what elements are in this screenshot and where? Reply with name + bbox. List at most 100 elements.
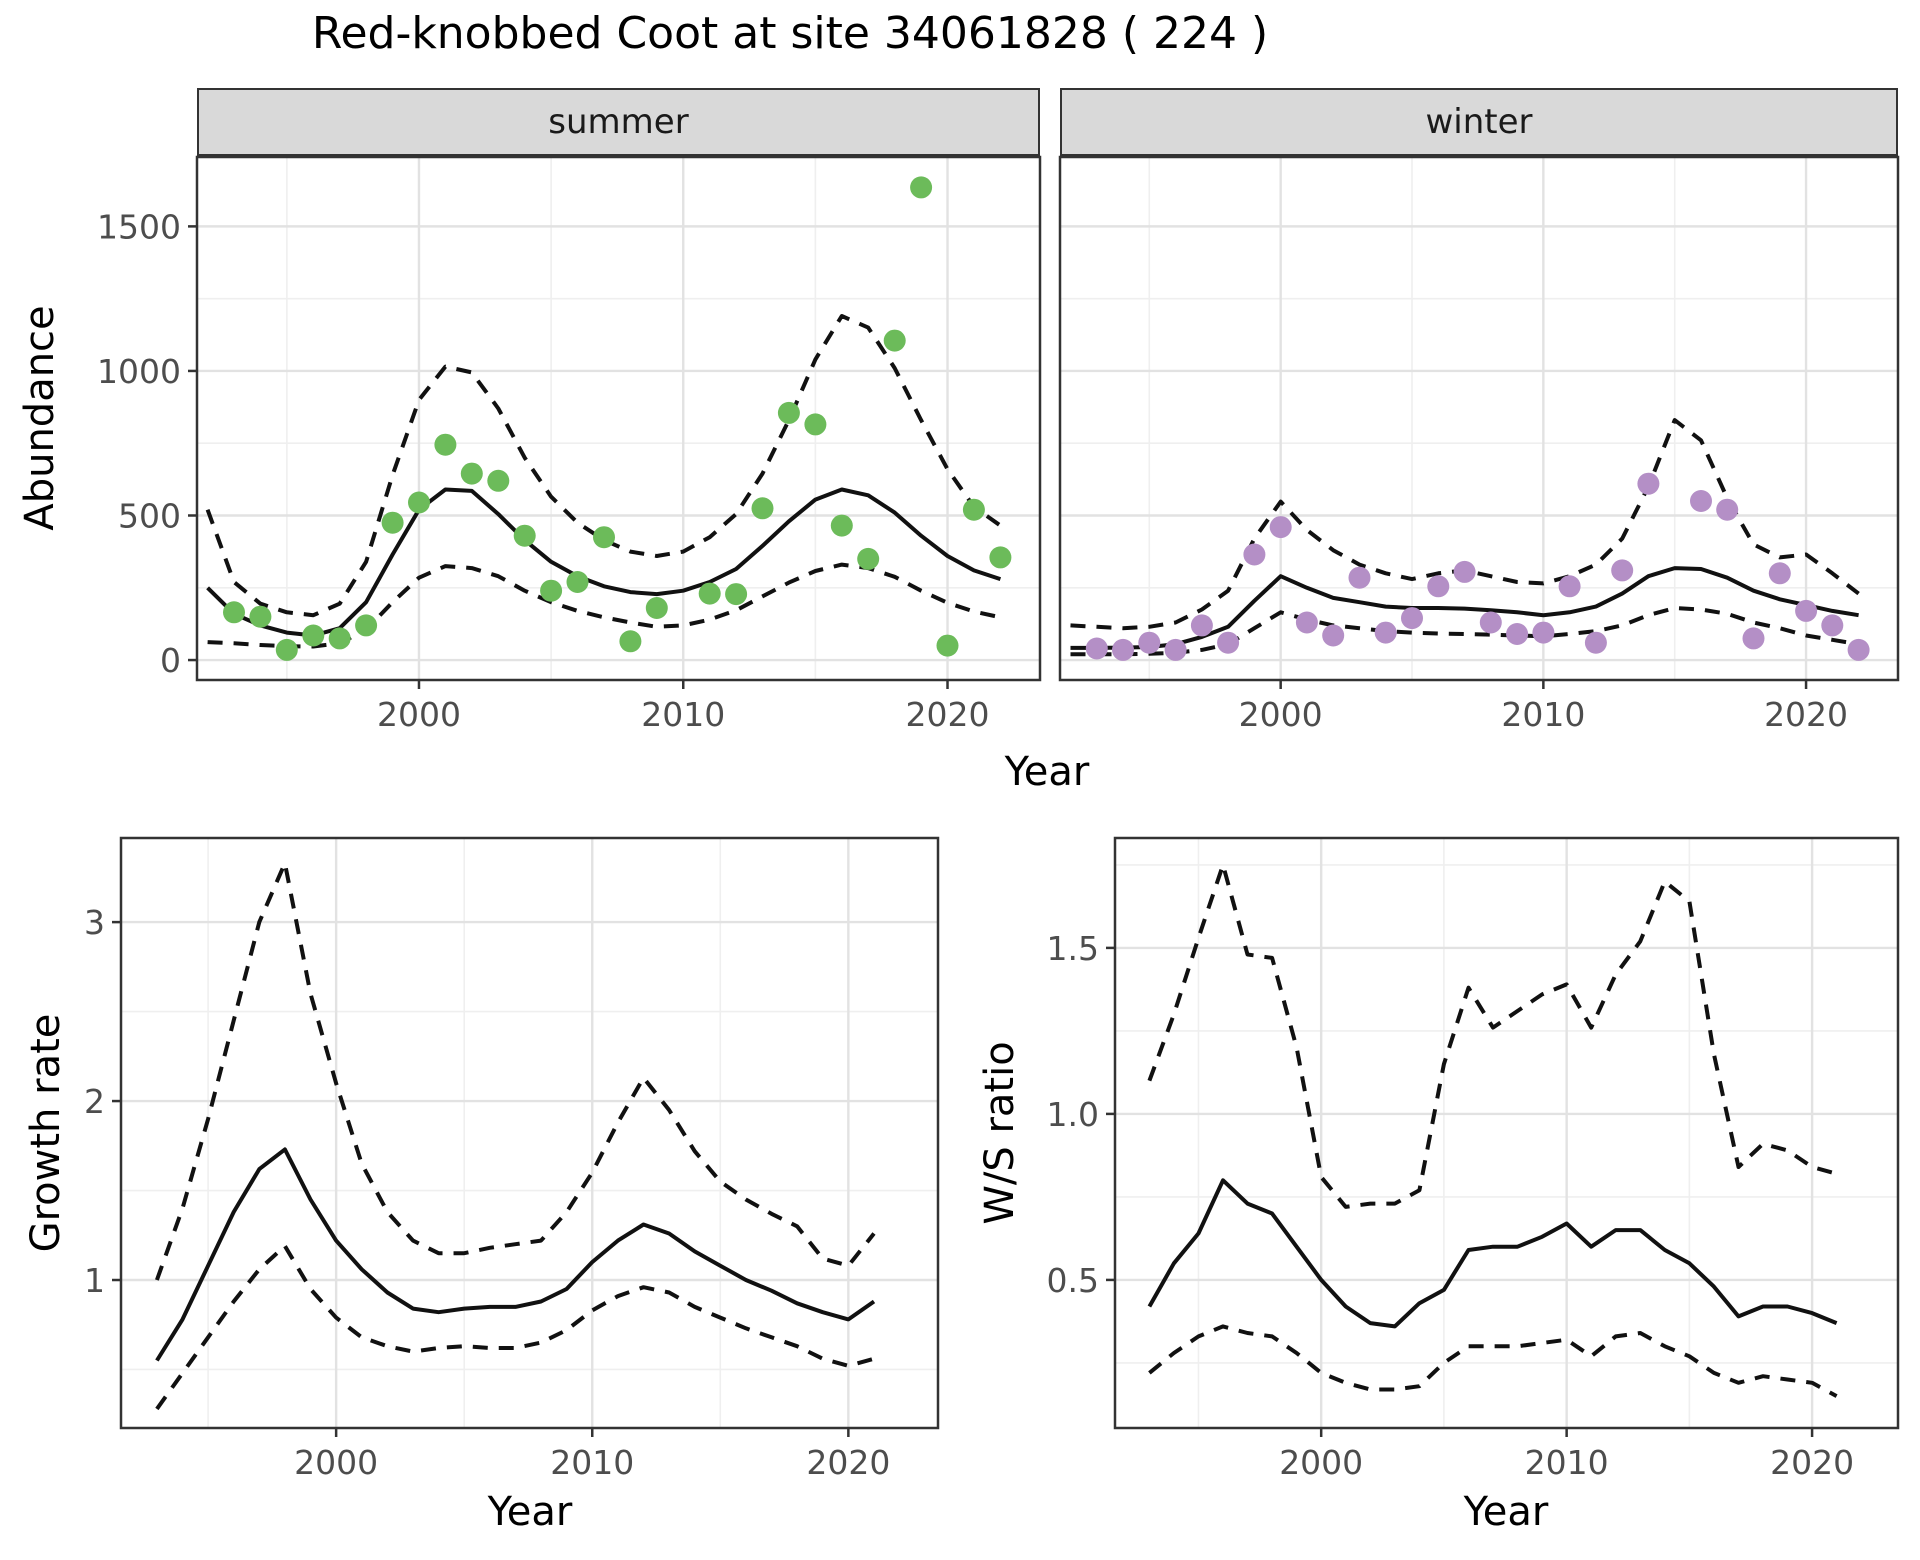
abundance-winter-point	[1847, 638, 1870, 661]
abundance-summer-point	[302, 624, 325, 647]
abundance-winter-point	[1348, 566, 1371, 589]
x-tick-label: 2020	[906, 695, 990, 734]
abundance-winter-point	[1637, 472, 1660, 495]
x-tick-label: 2010	[550, 1443, 634, 1482]
abundance-summer-point	[540, 579, 563, 602]
y-tick-label: 2	[84, 1082, 105, 1121]
panel-ws-ratio: 2000 2010 2020 0.5 1.0 1.5	[1047, 836, 1900, 1482]
abundance-winter-mean-line	[1070, 566, 1859, 650]
abundance-summer-point	[355, 614, 378, 637]
abundance-winter-point	[1479, 611, 1502, 634]
abundance-summer-point	[777, 401, 800, 424]
y-tick-label: 1	[84, 1261, 105, 1300]
abundance-winter-point	[1690, 490, 1712, 512]
x-tick-label: 2000	[294, 1443, 378, 1482]
panel-growth-rate: 2000 2010 2020 1 2 3	[84, 836, 940, 1482]
y-tick-label: 1000	[97, 352, 181, 391]
growth-rate-upper_ci-line	[155, 861, 876, 1281]
abundance-winter-point	[1269, 516, 1292, 539]
y-tick-label: 1500	[97, 207, 181, 246]
abundance-winter-point	[1295, 611, 1318, 634]
y-tick-label: 1.5	[1047, 929, 1099, 968]
x-axis-title-year-growth: Year	[487, 1489, 573, 1535]
x-axis-title-year-ws: Year	[1463, 1489, 1549, 1535]
abundance-summer-point	[725, 583, 748, 606]
abundance-summer-point	[989, 546, 1012, 569]
panel-abundance-winter: 2000 2010 2020	[1058, 155, 1900, 734]
abundance-winter-point	[1138, 631, 1161, 654]
abundance-summer-point	[619, 630, 642, 653]
abundance-winter-point	[1085, 637, 1108, 660]
abundance-summer-point	[751, 497, 774, 520]
abundance-winter-point	[1821, 614, 1844, 637]
abundance-summer-point	[249, 605, 272, 628]
abundance-summer-point	[275, 638, 298, 661]
panel-abundance-summer: 2000 2010 2020 0 500 1000 1500	[97, 155, 1042, 734]
facet-strip-winter: winter	[1060, 88, 1898, 157]
abundance-winter-point	[1427, 575, 1450, 598]
abundance-summer-point	[223, 601, 245, 624]
y-axis-title-ws-ratio: W/S ratio	[977, 1041, 1023, 1225]
y-tick-label: 1.0	[1047, 1095, 1099, 1134]
abundance-summer-upper_ci-line	[205, 314, 1002, 618]
abundance-summer-point	[698, 582, 721, 605]
x-axis-title-year-top: Year	[1004, 749, 1090, 795]
abundance-winter-point	[1584, 631, 1607, 654]
x-tick-label: 2020	[1764, 695, 1848, 734]
abundance-winter-point	[1768, 562, 1791, 585]
chart-title: Red-knobbed Coot at site 34061828 ( 224 …	[311, 8, 1269, 59]
abundance-winter-lower_ci-line	[1070, 606, 1859, 657]
x-tick-label: 2010	[1501, 695, 1585, 734]
abundance-summer-point	[936, 634, 959, 657]
x-tick-label: 2010	[641, 695, 725, 734]
abundance-winter-point	[1217, 631, 1240, 654]
abundance-winter-point	[1190, 614, 1213, 637]
facet-strip-summer: summer	[197, 88, 1040, 157]
abundance-winter-point	[1243, 543, 1266, 566]
abundance-winter-point	[1453, 560, 1476, 583]
abundance-summer-point	[910, 176, 933, 199]
ws-ratio-upper_ci-line	[1147, 862, 1838, 1209]
abundance-winter-point	[1374, 621, 1397, 644]
abundance-summer-point	[434, 433, 457, 456]
abundance-summer-point	[487, 469, 510, 492]
x-tick-label: 2020	[1770, 1443, 1854, 1482]
abundance-winter-point	[1742, 627, 1765, 650]
abundance-winter-point	[1506, 623, 1529, 645]
growth-rate-lower_ci-line	[155, 1244, 875, 1411]
y-tick-label: 0	[160, 641, 181, 680]
abundance-winter-point	[1164, 638, 1187, 661]
abundance-summer-point	[328, 627, 351, 650]
abundance-summer-point	[857, 547, 880, 570]
abundance-summer-point	[830, 514, 853, 537]
abundance-summer-point	[381, 511, 404, 534]
abundance-summer-point	[883, 329, 906, 352]
x-tick-label: 2020	[806, 1443, 890, 1482]
y-tick-label: 500	[118, 496, 181, 535]
ws-ratio-mean-line	[1147, 1178, 1838, 1329]
abundance-winter-point	[1795, 599, 1818, 622]
abundance-summer-point	[804, 413, 827, 436]
growth-rate-mean-line	[155, 1147, 876, 1362]
abundance-summer-point	[566, 571, 589, 593]
abundance-winter-point	[1112, 638, 1134, 661]
x-tick-label: 2000	[1279, 1443, 1363, 1482]
y-axis-title-abundance: Abundance	[17, 305, 63, 531]
x-tick-label: 2010	[1525, 1443, 1609, 1482]
abundance-winter-point	[1716, 498, 1739, 521]
x-tick-label: 2000	[1239, 695, 1323, 734]
facet-strip-winter-label: winter	[1425, 102, 1533, 142]
x-tick-label: 2000	[377, 695, 461, 734]
abundance-summer-point	[408, 491, 430, 514]
abundance-summer-point	[962, 498, 985, 521]
abundance-winter-point	[1558, 575, 1581, 598]
abundance-winter-point	[1401, 607, 1423, 630]
abundance-winter-point	[1611, 559, 1634, 582]
abundance-summer-point	[645, 597, 668, 619]
y-tick-label: 0.5	[1047, 1261, 1099, 1300]
abundance-winter-point	[1322, 624, 1345, 647]
y-axis-title-growth-rate: Growth rate	[23, 1013, 69, 1253]
abundance-summer-point	[593, 526, 615, 549]
abundance-winter-point	[1532, 621, 1555, 644]
